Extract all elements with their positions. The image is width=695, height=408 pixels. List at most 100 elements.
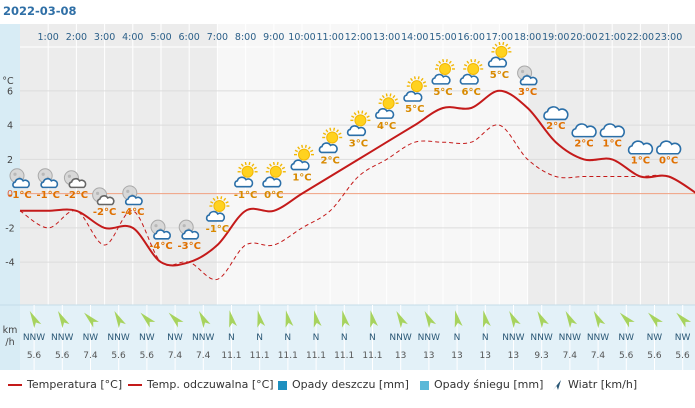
sun-ray xyxy=(385,93,388,97)
hour-label: 17:00 xyxy=(486,32,513,43)
feels-like-series-line xyxy=(19,124,695,281)
y-tick-label: 2 xyxy=(7,155,13,166)
hour-label: 19:00 xyxy=(542,32,569,43)
hour-band xyxy=(584,24,613,305)
y-tick-label: 0 xyxy=(7,189,13,200)
wind-direction-label: NNW xyxy=(502,333,524,343)
hour-label: 8:00 xyxy=(235,32,256,43)
hour-label: 15:00 xyxy=(429,32,456,43)
sun-cloud-icon xyxy=(262,161,286,188)
legend-temperature-swatch xyxy=(8,384,22,386)
sun-disc xyxy=(213,200,226,213)
wind-arrow-icon xyxy=(619,312,635,328)
temperature-label: 3°C xyxy=(518,87,537,98)
hour-band xyxy=(189,24,218,305)
sun-ray xyxy=(498,41,501,46)
temperature-label: 1°C xyxy=(292,173,311,184)
wind-arrow-icon xyxy=(341,310,350,328)
hour-label: 9:00 xyxy=(263,32,284,43)
temperature-label: 5°C xyxy=(490,70,509,81)
hour-band xyxy=(104,24,133,305)
cloud-shape xyxy=(205,210,226,222)
sun-ray xyxy=(310,149,314,153)
wind-speed-label: 7.4 xyxy=(168,351,183,361)
sun-ray xyxy=(413,76,416,80)
sun-cloud-icon xyxy=(487,41,512,68)
hour-label: 7:00 xyxy=(207,32,228,43)
sun-ray xyxy=(502,41,505,46)
wind-speed-label: 7.4 xyxy=(563,351,578,361)
sun-cloud-icon xyxy=(290,144,314,171)
sun-ray xyxy=(494,43,498,47)
temperature-label: 2°C xyxy=(574,138,593,149)
sun-disc xyxy=(354,114,367,127)
wind-speed-label: 11.1 xyxy=(362,351,382,361)
sun-cloud-icon xyxy=(403,76,427,102)
hour-label: 20:00 xyxy=(570,32,597,43)
moon-crater xyxy=(41,172,45,176)
wind-direction-label: NW xyxy=(647,333,663,343)
legend-rain: Opady deszczu [mm] xyxy=(278,374,409,396)
sun-disc xyxy=(241,165,254,178)
night-partly-cloudy-icon xyxy=(178,219,200,240)
hourly-forecast-chart: 1:00 2:00 3:00 4:00 5:00 6:00 7:00 8:00 9:00 10:0… xyxy=(0,24,695,370)
cloud-shape xyxy=(68,177,87,189)
wind-speed-label: 11.1 xyxy=(278,351,298,361)
cloud-shape xyxy=(346,125,367,137)
cloud-shape xyxy=(656,140,682,155)
hour-band xyxy=(612,24,641,305)
temperature-label: 3°C xyxy=(349,138,368,149)
wind-direction-label: NNW xyxy=(418,333,440,343)
temperature-label: -1°C xyxy=(36,190,59,201)
wind-arrow-shape xyxy=(396,311,408,328)
wind-arrow-icon xyxy=(482,310,491,328)
chart-legend: Temperatura [°C] Temp. odczuwalna [°C] O… xyxy=(0,374,695,396)
sun-ray xyxy=(238,166,242,170)
temperature-label: 4°C xyxy=(377,121,396,132)
wind-direction-label: NW xyxy=(675,333,691,343)
sun-ray xyxy=(266,166,270,170)
sun-ray xyxy=(281,166,286,170)
hour-label: 16:00 xyxy=(458,32,485,43)
cloud-shape xyxy=(403,90,423,102)
wind-arrow-shape xyxy=(29,311,42,328)
wind-arrow-icon xyxy=(396,311,408,328)
hour-label: 10:00 xyxy=(288,32,315,43)
wind-arrow-shape xyxy=(285,310,294,328)
moon-crater xyxy=(67,174,71,178)
sun-ray xyxy=(474,59,477,63)
night-partly-cloudy-icon xyxy=(37,168,59,189)
temperature-label: 5°C xyxy=(433,87,452,98)
sun-cloud-icon xyxy=(318,127,343,154)
wind-direction-label: N xyxy=(284,333,291,343)
sun-ray xyxy=(225,201,229,204)
temperature-label: 1°C xyxy=(631,156,650,167)
sun-ray xyxy=(422,81,427,84)
sun-ray xyxy=(392,94,396,99)
wind-arrow-icon xyxy=(84,312,99,328)
wind-speed-label: 13 xyxy=(395,351,406,361)
hour-band xyxy=(668,24,695,305)
moon-crater xyxy=(126,189,130,193)
sun-ray xyxy=(477,60,480,64)
y-tick-label: -4 xyxy=(5,258,14,269)
legend-temperature-label: Temperatura [°C] xyxy=(27,378,123,391)
temperature-label: -2°C xyxy=(65,190,88,201)
sun-ray xyxy=(329,127,332,131)
wind-arrow-shape xyxy=(565,311,578,328)
legend-feels-like-swatch xyxy=(128,384,142,386)
sun-ray xyxy=(353,112,357,116)
sun-disc xyxy=(467,62,480,75)
sun-disc xyxy=(410,80,423,93)
hour-band xyxy=(20,24,49,305)
wind-direction-label: NNW xyxy=(107,333,129,343)
hour-label: 23:00 xyxy=(655,32,682,43)
wind-arrow-shape xyxy=(341,310,350,328)
sun-ray xyxy=(251,163,255,167)
hour-label: 13:00 xyxy=(373,32,400,43)
wind-arrow-shape xyxy=(648,312,663,328)
sun-ray xyxy=(276,161,279,166)
sun-ray xyxy=(463,63,468,67)
wind-direction-label: N xyxy=(482,333,489,343)
